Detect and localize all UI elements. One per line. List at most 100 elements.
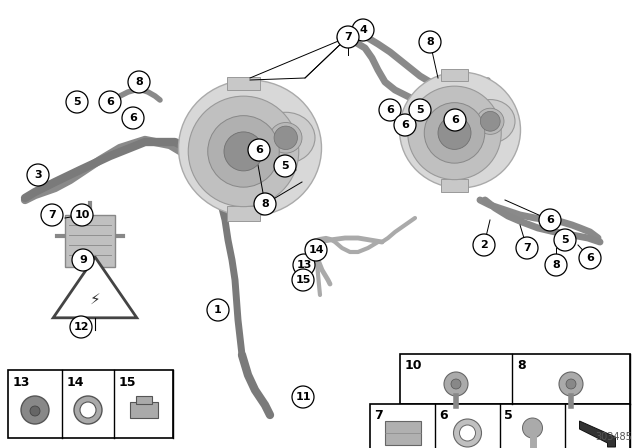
Circle shape: [254, 193, 276, 215]
Circle shape: [188, 96, 299, 207]
Text: 7: 7: [374, 409, 383, 422]
Circle shape: [248, 139, 270, 161]
Text: 15: 15: [295, 275, 310, 285]
Bar: [441, 69, 468, 81]
Circle shape: [292, 386, 314, 408]
Text: 8: 8: [552, 260, 560, 270]
Circle shape: [566, 379, 576, 389]
Circle shape: [74, 396, 102, 424]
Circle shape: [554, 229, 576, 251]
Circle shape: [481, 112, 500, 131]
Text: 13: 13: [296, 260, 312, 270]
Text: 2: 2: [480, 240, 488, 250]
Circle shape: [224, 132, 263, 171]
Circle shape: [41, 204, 63, 226]
Text: 14: 14: [308, 245, 324, 255]
Circle shape: [70, 316, 92, 338]
Bar: [65, 215, 115, 267]
Circle shape: [66, 91, 88, 113]
Circle shape: [72, 249, 94, 271]
Ellipse shape: [269, 122, 302, 153]
Circle shape: [408, 86, 501, 180]
Circle shape: [473, 234, 495, 256]
Circle shape: [207, 299, 229, 321]
Circle shape: [559, 372, 583, 396]
Text: 6: 6: [386, 105, 394, 115]
Circle shape: [274, 155, 296, 177]
Circle shape: [208, 116, 279, 187]
Circle shape: [438, 116, 471, 149]
Text: 6: 6: [439, 409, 447, 422]
Circle shape: [451, 379, 461, 389]
Bar: [8, 370, 173, 438]
Circle shape: [305, 239, 327, 261]
Bar: [370, 404, 630, 448]
Circle shape: [444, 109, 466, 131]
Circle shape: [516, 237, 538, 259]
Circle shape: [352, 19, 374, 41]
Bar: [400, 354, 630, 404]
Text: 10: 10: [405, 359, 422, 372]
Polygon shape: [53, 257, 137, 318]
Circle shape: [27, 164, 49, 186]
Text: 5: 5: [416, 105, 424, 115]
Circle shape: [424, 103, 484, 163]
Text: 6: 6: [129, 113, 137, 123]
Text: 8: 8: [135, 77, 143, 87]
Polygon shape: [579, 421, 616, 447]
Circle shape: [293, 254, 315, 276]
Circle shape: [409, 99, 431, 121]
Ellipse shape: [399, 72, 520, 188]
Circle shape: [579, 247, 601, 269]
Text: 4: 4: [359, 25, 367, 35]
Text: 9: 9: [79, 255, 87, 265]
Circle shape: [545, 254, 567, 276]
Text: 6: 6: [546, 215, 554, 225]
Text: 7: 7: [48, 210, 56, 220]
Circle shape: [99, 91, 121, 113]
Text: 11: 11: [295, 392, 311, 402]
Text: 7: 7: [344, 32, 352, 42]
Circle shape: [128, 71, 150, 93]
Text: 1: 1: [214, 305, 222, 315]
Text: 8: 8: [426, 37, 434, 47]
Text: 6: 6: [106, 97, 114, 107]
Circle shape: [394, 114, 416, 136]
Circle shape: [460, 425, 476, 441]
Text: 12: 12: [73, 322, 89, 332]
Circle shape: [379, 99, 401, 121]
Bar: [227, 77, 260, 90]
Circle shape: [21, 396, 49, 424]
Text: 7: 7: [523, 243, 531, 253]
Circle shape: [274, 126, 298, 150]
Text: 5: 5: [281, 161, 289, 171]
Text: ⚡: ⚡: [90, 291, 100, 306]
Circle shape: [122, 107, 144, 129]
Text: 6: 6: [586, 253, 594, 263]
Ellipse shape: [257, 112, 315, 164]
Text: 8: 8: [517, 359, 525, 372]
Bar: [441, 179, 468, 192]
Bar: [385, 421, 420, 445]
Bar: [227, 206, 260, 221]
Circle shape: [444, 372, 468, 396]
Text: 10: 10: [74, 210, 90, 220]
Bar: [136, 396, 152, 404]
Circle shape: [71, 204, 93, 226]
Circle shape: [80, 402, 96, 418]
Text: 5: 5: [561, 235, 569, 245]
Circle shape: [292, 269, 314, 291]
Circle shape: [454, 419, 481, 447]
Ellipse shape: [179, 80, 321, 216]
Text: 15: 15: [119, 376, 136, 389]
Ellipse shape: [477, 108, 504, 134]
Bar: [129, 402, 157, 418]
Text: 6: 6: [451, 115, 459, 125]
Circle shape: [419, 31, 441, 53]
Text: 14: 14: [67, 376, 84, 389]
Text: 13: 13: [13, 376, 30, 389]
Text: 6: 6: [255, 145, 263, 155]
Text: 5: 5: [73, 97, 81, 107]
Circle shape: [539, 209, 561, 231]
Text: 3: 3: [34, 170, 42, 180]
